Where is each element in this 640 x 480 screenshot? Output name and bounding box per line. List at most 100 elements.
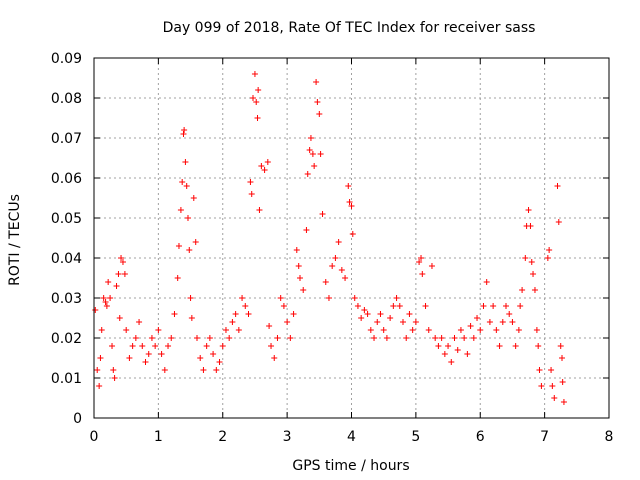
data-point <box>102 299 109 305</box>
data-point <box>303 227 310 233</box>
data-point <box>239 295 246 301</box>
data-point <box>406 311 413 317</box>
data-point <box>226 335 233 341</box>
data-point <box>206 335 213 341</box>
data-point <box>264 159 271 165</box>
data-point <box>530 271 537 277</box>
data-point <box>338 267 345 273</box>
data-point <box>403 335 410 341</box>
data-point <box>506 311 513 317</box>
data-point <box>503 303 509 309</box>
data-point <box>222 327 229 333</box>
data-point <box>111 375 118 381</box>
data-point <box>186 247 193 253</box>
data-point <box>187 295 194 301</box>
data-point <box>314 99 321 105</box>
data-point <box>422 303 429 309</box>
data-point <box>253 99 260 105</box>
data-point <box>245 311 252 317</box>
data-point <box>306 147 313 153</box>
data-point <box>451 335 458 341</box>
y-axis-label: ROTI / TECUs <box>7 194 23 286</box>
data-point <box>190 195 197 201</box>
data-point <box>409 327 416 333</box>
data-point <box>98 327 105 333</box>
data-point <box>432 335 439 341</box>
data-point <box>428 263 435 269</box>
data-point <box>522 255 529 261</box>
data-point <box>123 327 130 333</box>
data-point <box>152 343 159 349</box>
data-point <box>546 247 553 253</box>
data-point <box>177 207 184 213</box>
data-point <box>361 307 368 313</box>
data-point <box>129 343 136 349</box>
data-point <box>174 275 181 281</box>
data-point <box>297 275 303 281</box>
data-point <box>515 327 522 333</box>
data-point <box>271 355 278 361</box>
data-point <box>113 283 120 289</box>
data-point <box>216 359 223 365</box>
data-point <box>354 303 361 309</box>
data-point <box>255 87 262 93</box>
data-point <box>325 295 332 301</box>
data-point <box>109 343 116 349</box>
data-point <box>203 343 210 349</box>
data-point <box>280 303 287 309</box>
data-point <box>126 355 133 361</box>
data-point <box>390 303 397 309</box>
data-point <box>554 183 561 189</box>
data-point <box>184 215 191 221</box>
x-tick-label: 4 <box>347 429 356 445</box>
data-point <box>261 167 268 173</box>
data-point <box>441 351 448 357</box>
data-point <box>115 271 122 277</box>
data-point <box>461 335 468 341</box>
data-point <box>188 315 195 321</box>
data-point <box>180 131 187 137</box>
data-point <box>412 319 419 325</box>
data-point <box>438 335 445 341</box>
data-point <box>105 279 112 285</box>
data-point <box>486 319 493 325</box>
data-point <box>254 115 261 121</box>
data-point <box>192 239 199 245</box>
data-point <box>175 243 182 249</box>
data-point <box>480 303 487 309</box>
data-point <box>418 255 425 261</box>
data-point <box>235 327 242 333</box>
data-point <box>319 211 326 217</box>
data-point <box>517 303 524 309</box>
data-point <box>148 335 155 341</box>
data-point <box>559 355 566 361</box>
data-point <box>313 79 320 85</box>
data-point <box>119 259 126 265</box>
data-point <box>107 295 114 301</box>
data-point <box>496 343 503 349</box>
y-tick-label: 0.07 <box>51 131 82 147</box>
data-point <box>287 335 294 341</box>
data-point <box>396 303 403 309</box>
data-point <box>197 355 204 361</box>
data-point <box>165 343 172 349</box>
data-point <box>448 359 455 365</box>
data-point <box>171 311 178 317</box>
data-point <box>351 295 358 301</box>
data-point <box>551 395 558 401</box>
data-point <box>277 295 284 301</box>
data-point <box>219 343 226 349</box>
data-point <box>374 319 381 325</box>
chart-title: Day 099 of 2018, Rate Of TEC Index for r… <box>163 20 536 36</box>
x-axis-tick-labels: 0 1 2 3 4 5 6 7 8 <box>90 429 614 445</box>
data-point <box>474 315 481 321</box>
x-tick-label: 3 <box>283 429 292 445</box>
data-point <box>248 191 255 197</box>
data-point <box>538 383 545 389</box>
data-point <box>182 159 189 165</box>
data-point <box>168 335 175 341</box>
y-axis-tick-labels: 0 0.01 0.02 0.03 0.04 0.05 0.06 0.07 0.08 0.09 <box>51 51 82 427</box>
data-point <box>200 367 207 373</box>
x-tick-label: 5 <box>411 429 420 445</box>
data-point <box>118 255 125 261</box>
